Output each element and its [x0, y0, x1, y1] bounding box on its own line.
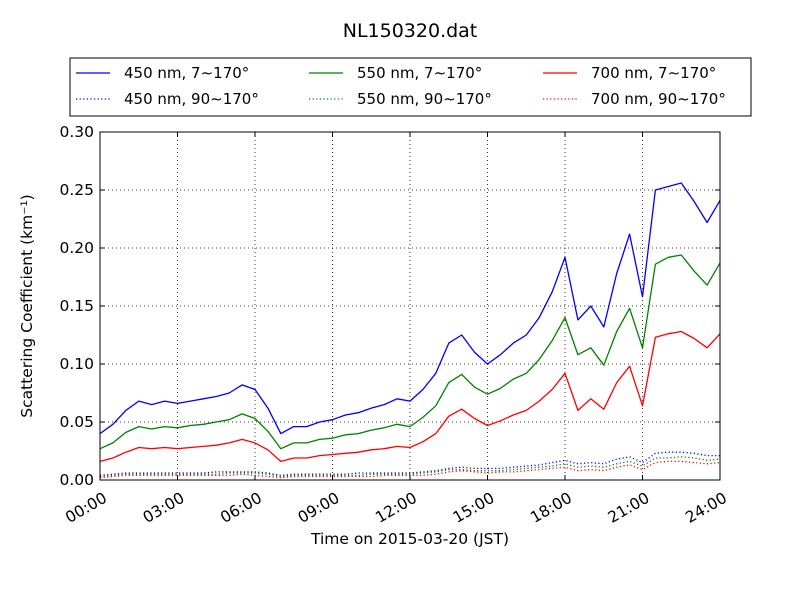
series-line-4: [99, 330, 721, 463]
y-tick-label: 0.30: [59, 123, 94, 141]
y-tick-label: 0.15: [59, 297, 94, 315]
chart-title: NL150320.dat: [343, 20, 478, 42]
series-line-3: [99, 456, 721, 478]
legend-items: 450 nm, 7∼170° 450 nm, 90∼170° 550 nm, 7∼1…: [76, 64, 726, 108]
legend-frame: [69, 57, 752, 117]
y-tick-label: 0.20: [59, 239, 94, 257]
legend-label-2: 550 nm, 7∼170°: [357, 64, 482, 82]
grid-layer: [100, 132, 720, 480]
series-line-0: [99, 182, 721, 435]
x-axis-label: Time on 2015-03-20 (JST): [310, 530, 509, 548]
legend: 450 nm, 7∼170° 450 nm, 90∼170° 550 nm, 7∼1…: [69, 57, 752, 117]
y-tick-label: 0.05: [59, 413, 94, 431]
y-tick-label: 0.10: [59, 355, 94, 373]
series-line-2: [99, 254, 721, 450]
y-tick-label: 0.00: [59, 471, 94, 489]
y-tick-label: 0.25: [59, 181, 94, 199]
legend-label-3: 550 nm, 90∼170°: [357, 90, 492, 108]
legend-label-1: 450 nm, 90∼170°: [124, 90, 259, 108]
legend-label-0: 450 nm, 7∼170°: [124, 64, 249, 82]
legend-label-5: 700 nm, 90∼170°: [591, 90, 726, 108]
series-line-1: [99, 451, 720, 477]
legend-label-4: 700 nm, 7∼170°: [591, 64, 716, 82]
y-axis-label: Scattering Coefficient (km⁻¹): [18, 194, 36, 417]
